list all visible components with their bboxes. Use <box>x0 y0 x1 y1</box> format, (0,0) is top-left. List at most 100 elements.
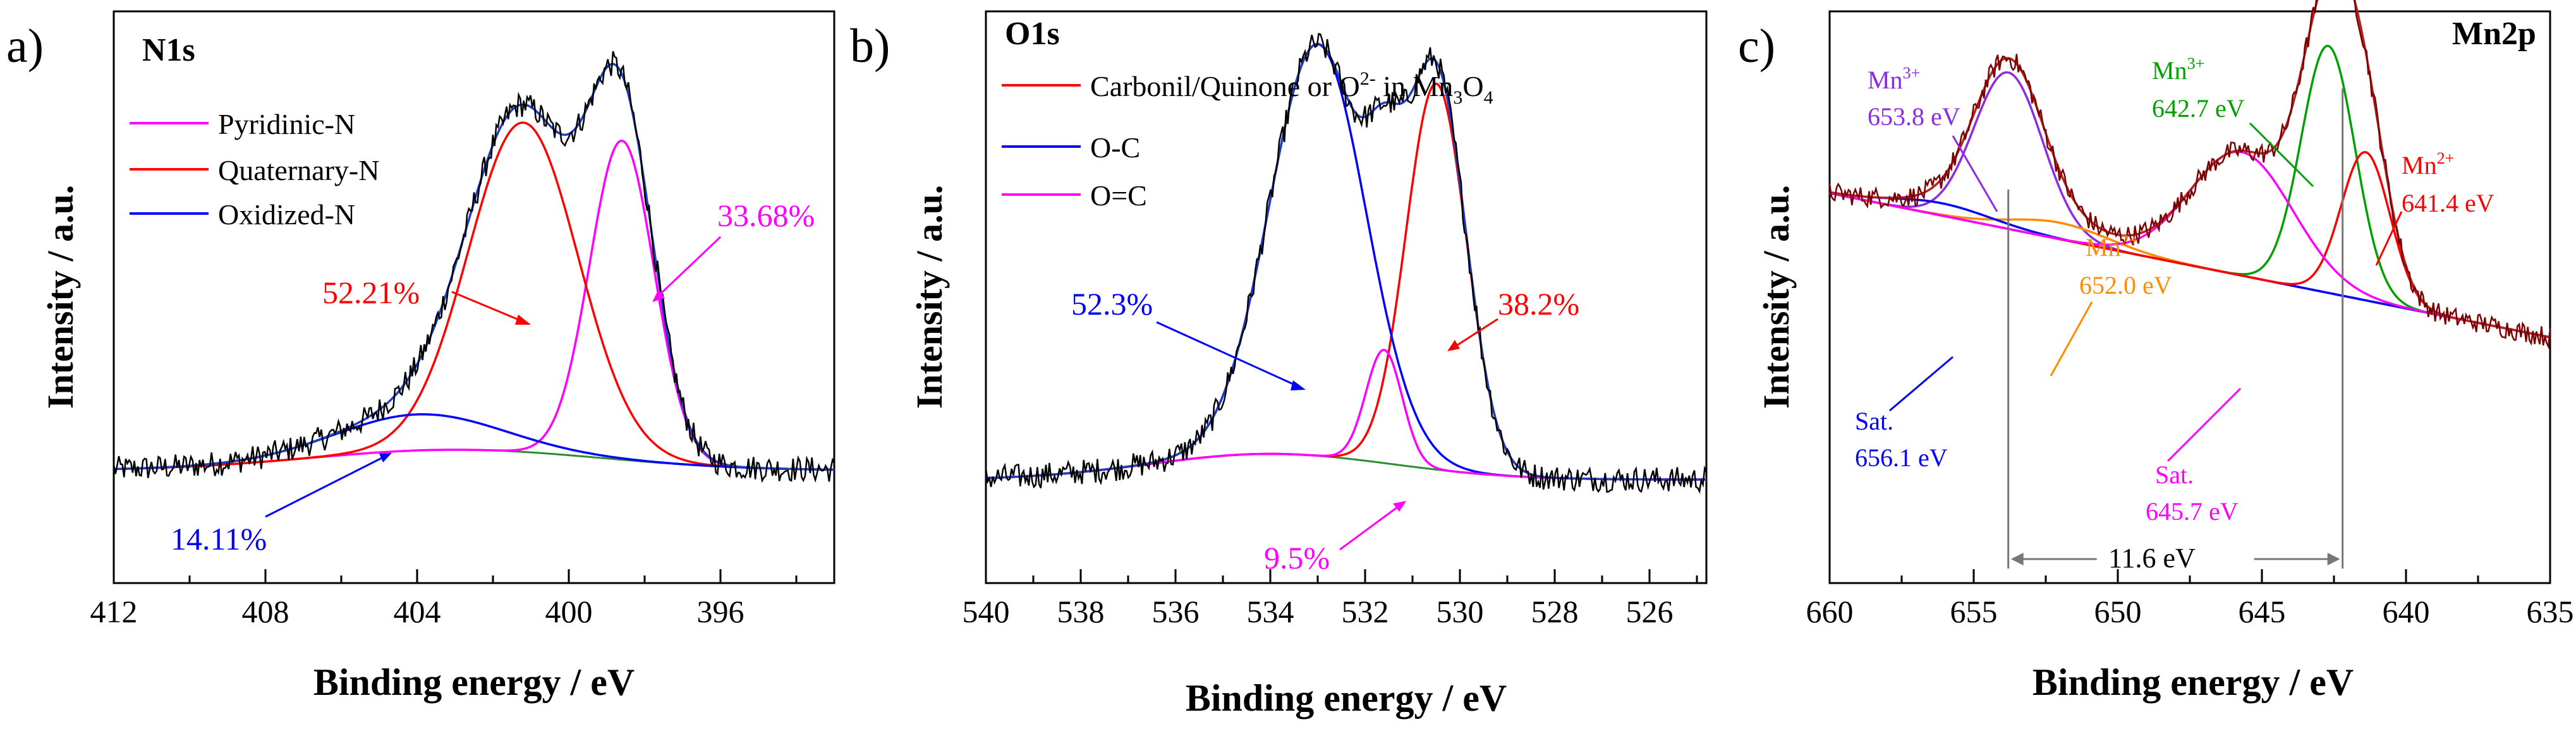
x-tick-label: 650 <box>2094 594 2142 629</box>
annotation-14-11: 14.11% <box>171 521 267 557</box>
panel-c-mn2p: c) Mn2p Intensity / a.u. Binding energy … <box>1738 0 2574 703</box>
x-ticks-c: 660 655 650 645 640 635 <box>1806 569 2574 629</box>
arrowhead-52-3 <box>1291 380 1306 390</box>
x-tick-label: 528 <box>1531 594 1579 629</box>
x-tick-label: 532 <box>1342 594 1389 629</box>
curves-b <box>985 32 1708 494</box>
curves-a <box>112 51 835 483</box>
spin-orbit-splitting <box>2007 88 2344 569</box>
legend-label-quaternary: Quaternary-N <box>218 154 379 186</box>
annotation-52-21: 52.21% <box>322 275 420 310</box>
y-axis-label-b: Intensity / a.u. <box>909 185 950 409</box>
component-o-c <box>986 43 1706 481</box>
legend-a: Pyridinic-N Quaternary-N Oxidized-N <box>130 108 379 231</box>
x-axis-label-c: Binding energy / eV <box>2032 661 2354 703</box>
arrow-9-5 <box>1339 504 1400 551</box>
component-o-c <box>986 348 1706 481</box>
arrowhead-38-2 <box>1447 340 1460 351</box>
legend-label-pyridinic: Pyridinic-N <box>218 108 355 140</box>
legend-label-oeqc: O=C <box>1090 179 1147 212</box>
split-arrowhead-right <box>2327 553 2340 565</box>
annotation-33-68: 33.68% <box>717 198 815 233</box>
arrow-33-68 <box>656 236 722 298</box>
legend-label-carbonil: Carbonil/Quinone or O2- in Mn3O4 <box>1090 68 1493 108</box>
legend-label-oxidized: Oxidized-N <box>218 198 355 231</box>
label-sat-656: Sat. <box>1855 407 1893 435</box>
x-tick-label: 404 <box>394 594 441 629</box>
x-tick-label: 645 <box>2239 594 2286 629</box>
legend-label-oc: O-C <box>1090 131 1140 164</box>
value-mn3-653: 653.8 eV <box>1868 102 1960 131</box>
x-tick-label: 538 <box>1057 594 1105 629</box>
annotation-52-3: 52.3% <box>1071 286 1153 322</box>
x-tick-label: 534 <box>1247 594 1294 629</box>
x-tick-label: 655 <box>1950 594 1998 629</box>
experimental-spectrum <box>985 32 1708 494</box>
arrow-mn2-652 <box>2050 301 2093 377</box>
chart-title-c: Mn2p <box>2452 16 2536 52</box>
x-ticks-b: 540 538 536 534 532 530 528 526 <box>963 569 1698 629</box>
label-mn3-653: Mn3+ <box>1868 64 1920 94</box>
arrow-sat-656 <box>1889 356 1953 412</box>
curves-c <box>1828 0 2551 350</box>
component-pyridinic-n <box>113 139 835 471</box>
axes-frame-a <box>112 10 835 584</box>
value-sat-656: 656.1 eV <box>1855 443 1948 472</box>
experimental-spectrum <box>112 51 835 483</box>
x-tick-label: 660 <box>1806 594 1854 629</box>
value-mn3-642: 642.7 eV <box>2152 94 2245 123</box>
arrow-mn3-642 <box>2249 122 2314 188</box>
x-axis-label-b: Binding energy / eV <box>1186 677 1507 719</box>
x-ticks-a: 412 408 404 400 396 <box>90 569 798 629</box>
x-tick-label: 526 <box>1626 594 1674 629</box>
envelope-fit <box>1829 0 2551 339</box>
arrow-38-2 <box>1453 318 1498 349</box>
arrowhead-52-21 <box>515 315 531 325</box>
panel-label-a: a) <box>6 20 44 73</box>
x-axis-label-a: Binding energy / eV <box>313 661 635 703</box>
y-axis-label-a: Intensity / a.u. <box>40 185 81 409</box>
axes-frame-b <box>985 10 1708 584</box>
component-oxidized-n <box>113 413 835 471</box>
chart-title-a: N1s <box>142 32 195 68</box>
panel-label-b: b) <box>850 20 890 73</box>
arrow-14-11 <box>265 455 386 518</box>
label-mn2-652: Mn2+ <box>2086 231 2138 262</box>
x-tick-label: 635 <box>2527 594 2574 629</box>
arrow-52-21 <box>451 291 525 323</box>
value-mn2-641: 641.4 eV <box>2402 189 2494 217</box>
envelope-fit <box>986 42 1706 481</box>
x-tick-label: 400 <box>545 594 593 629</box>
value-mn2-652: 652.0 eV <box>2079 271 2172 299</box>
component-sat-645-7-ev <box>1829 150 2551 339</box>
x-tick-label: 408 <box>242 594 289 629</box>
arrowhead-33-68 <box>652 289 665 302</box>
component-mn2-641-4-ev <box>1829 151 2551 339</box>
label-mn3-642: Mn3+ <box>2152 54 2204 85</box>
experimental-spectrum <box>1828 0 2551 350</box>
x-tick-label: 540 <box>963 594 1010 629</box>
label-sat-645: Sat. <box>2155 461 2194 489</box>
arrowhead-9-5 <box>1393 501 1406 512</box>
arrow-mn2-641 <box>2375 211 2403 266</box>
arrow-52-3 <box>1156 321 1299 388</box>
x-tick-label: 536 <box>1152 594 1200 629</box>
annotation-9-5: 9.5% <box>1264 540 1330 575</box>
arrow-mn3-653 <box>1952 135 1998 212</box>
panel-label-c: c) <box>1738 20 1775 73</box>
chart-title-b: O1s <box>1005 16 1060 52</box>
legend-b: Carbonil/Quinone or O2- in Mn3O4 O-C O=C <box>1002 68 1493 212</box>
panel-a-n1s: a) N1s Intensity / a.u. Binding energy /… <box>6 10 835 703</box>
arrowhead-14-11 <box>379 453 392 462</box>
y-axis-label-c: Intensity / a.u. <box>1756 185 1797 409</box>
x-tick-label: 530 <box>1437 594 1484 629</box>
value-sat-645: 645.7 eV <box>2146 497 2239 526</box>
label-mn2-641: Mn2+ <box>2402 149 2454 179</box>
panel-b-o1s: b) O1s Intensity / a.u. Binding energy /… <box>850 10 1708 719</box>
splitting-label: 11.6 eV <box>2108 543 2196 574</box>
x-tick-label: 396 <box>697 594 744 629</box>
x-tick-label: 412 <box>90 594 138 629</box>
arrow-sat-645 <box>2166 387 2242 462</box>
x-tick-label: 640 <box>2383 594 2430 629</box>
